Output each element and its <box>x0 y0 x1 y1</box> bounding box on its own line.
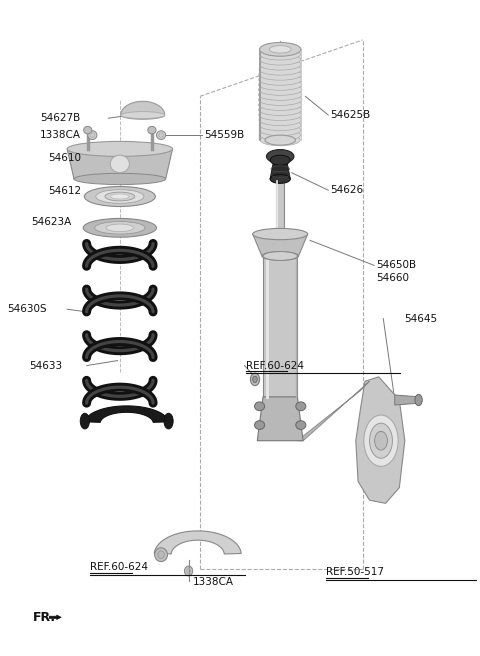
Ellipse shape <box>259 99 302 110</box>
Ellipse shape <box>254 402 264 411</box>
Ellipse shape <box>259 79 302 91</box>
Ellipse shape <box>296 420 306 430</box>
Ellipse shape <box>80 413 89 429</box>
Text: 1338CA: 1338CA <box>40 130 81 140</box>
Ellipse shape <box>84 127 92 134</box>
Ellipse shape <box>258 94 302 106</box>
Ellipse shape <box>158 551 164 558</box>
Text: 54650B: 54650B <box>376 260 417 270</box>
Text: REF.60-624: REF.60-624 <box>90 562 148 572</box>
Ellipse shape <box>155 548 168 562</box>
Ellipse shape <box>364 415 398 466</box>
Text: 54612: 54612 <box>48 186 81 197</box>
Polygon shape <box>258 49 302 140</box>
Ellipse shape <box>260 134 300 146</box>
Text: REF.50-517: REF.50-517 <box>326 567 384 577</box>
Text: 54660: 54660 <box>376 273 409 283</box>
Ellipse shape <box>262 252 299 260</box>
Text: REF.60-624: REF.60-624 <box>246 361 304 371</box>
Ellipse shape <box>263 252 298 260</box>
Ellipse shape <box>415 394 422 405</box>
Ellipse shape <box>296 402 306 411</box>
Ellipse shape <box>148 127 156 134</box>
Ellipse shape <box>88 131 97 140</box>
Text: FR.: FR. <box>33 611 56 624</box>
Polygon shape <box>298 381 370 441</box>
Ellipse shape <box>260 125 301 136</box>
Ellipse shape <box>105 192 135 201</box>
Polygon shape <box>276 181 284 234</box>
Polygon shape <box>252 234 308 256</box>
Ellipse shape <box>252 228 308 239</box>
Ellipse shape <box>270 155 290 165</box>
Ellipse shape <box>259 114 301 125</box>
Ellipse shape <box>259 59 301 70</box>
Ellipse shape <box>164 413 173 429</box>
Ellipse shape <box>258 84 302 95</box>
Ellipse shape <box>259 110 301 121</box>
Ellipse shape <box>67 142 172 156</box>
Ellipse shape <box>266 150 294 163</box>
Polygon shape <box>84 406 169 422</box>
Ellipse shape <box>260 129 300 141</box>
Ellipse shape <box>106 224 133 232</box>
Polygon shape <box>257 397 303 441</box>
Text: 1338CA: 1338CA <box>193 577 234 586</box>
Ellipse shape <box>270 174 290 183</box>
Text: 54633: 54633 <box>29 361 62 371</box>
Ellipse shape <box>96 190 144 203</box>
Ellipse shape <box>84 186 156 207</box>
Text: 54610: 54610 <box>48 153 81 163</box>
Text: 54623A: 54623A <box>32 216 72 226</box>
Ellipse shape <box>184 566 192 576</box>
Polygon shape <box>121 101 165 119</box>
Ellipse shape <box>259 64 301 75</box>
Ellipse shape <box>110 155 130 173</box>
Polygon shape <box>270 160 290 179</box>
Ellipse shape <box>265 135 295 145</box>
Ellipse shape <box>374 432 387 450</box>
Ellipse shape <box>259 119 301 131</box>
Ellipse shape <box>259 74 302 85</box>
Ellipse shape <box>83 218 156 237</box>
Ellipse shape <box>258 89 302 100</box>
Ellipse shape <box>260 54 301 65</box>
Ellipse shape <box>156 131 166 140</box>
Ellipse shape <box>269 45 291 53</box>
Ellipse shape <box>259 69 301 80</box>
Ellipse shape <box>251 373 260 386</box>
Ellipse shape <box>95 222 145 234</box>
Ellipse shape <box>252 377 257 382</box>
Text: 54559B: 54559B <box>204 130 245 140</box>
Ellipse shape <box>260 43 301 56</box>
Ellipse shape <box>259 104 302 115</box>
Ellipse shape <box>370 423 393 459</box>
Text: 54627B: 54627B <box>41 113 81 123</box>
Ellipse shape <box>260 49 300 60</box>
Polygon shape <box>67 149 172 179</box>
Polygon shape <box>154 531 241 554</box>
Polygon shape <box>356 377 405 503</box>
Ellipse shape <box>260 44 300 55</box>
Text: 54630S: 54630S <box>7 304 47 314</box>
Polygon shape <box>395 395 420 405</box>
Ellipse shape <box>111 194 129 199</box>
Text: 54625B: 54625B <box>331 110 371 120</box>
Text: 54645: 54645 <box>404 314 437 323</box>
Ellipse shape <box>254 420 264 430</box>
Polygon shape <box>263 256 298 397</box>
Ellipse shape <box>121 112 165 119</box>
Ellipse shape <box>74 173 166 184</box>
Text: 54626: 54626 <box>331 185 364 195</box>
